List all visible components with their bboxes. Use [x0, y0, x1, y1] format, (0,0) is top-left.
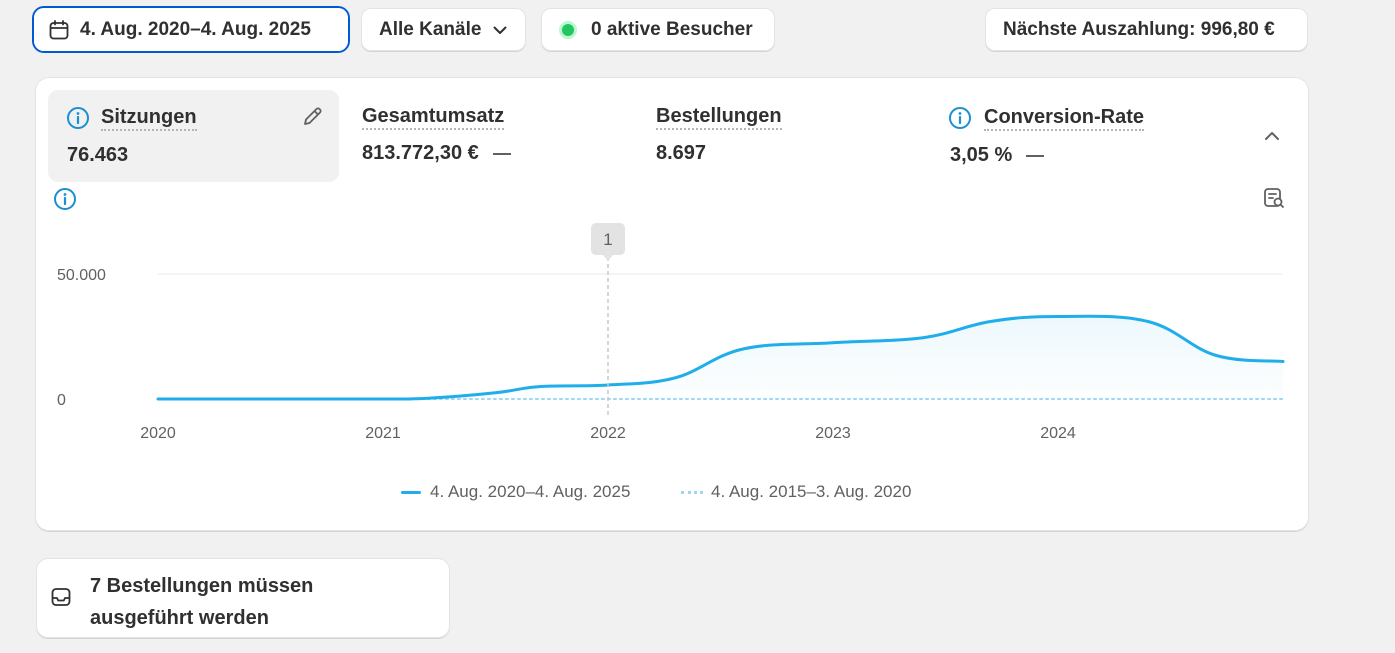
metric-sessions[interactable]: Sitzungen 76.463 — [48, 90, 339, 182]
channel-select-label: Alle Kanäle — [379, 18, 482, 40]
annotation-badge — [591, 223, 625, 255]
metric-conversion[interactable]: Conversion-Rate 3,05 % — [947, 90, 1207, 182]
calendar-icon — [49, 19, 69, 39]
y-tick-label: 0 — [57, 392, 66, 409]
unfulfilled-orders-text: 7 Bestellungen müssen ausgeführt werden — [90, 570, 390, 634]
legend-swatch-solid — [401, 490, 421, 494]
unfulfilled-orders-card[interactable]: 7 Bestellungen müssen ausgeführt werden — [36, 558, 450, 638]
live-visitors-label: 0 aktive Besucher — [591, 18, 753, 40]
annotation-pointer — [603, 255, 613, 261]
legend-swatch-dotted — [681, 490, 703, 494]
legend-label-current: 4. Aug. 2020–4. Aug. 2025 — [430, 482, 631, 501]
chevron-down-icon — [493, 26, 507, 34]
metric-sessions-value: 76.463 — [67, 144, 129, 166]
series-line-current — [156, 314, 1285, 401]
metric-conversion-label: Conversion-Rate — [984, 105, 1145, 131]
metric-sessions-label: Sitzungen — [101, 105, 197, 131]
x-tick-label: 2024 — [1040, 425, 1076, 442]
x-tick-label: 2023 — [815, 425, 851, 442]
info-icon[interactable] — [66, 106, 90, 130]
analytics-card: Sitzungen 76.463 Gesamtumsatz 813.772,30… — [35, 77, 1309, 531]
info-icon[interactable] — [948, 106, 972, 130]
next-payout-label: Nächste Auszahlung: 996,80 € — [1003, 18, 1275, 40]
legend-item-current[interactable]: 4. Aug. 2020–4. Aug. 2025 — [401, 482, 630, 502]
metric-orders-value: 8.697 — [656, 142, 707, 164]
metric-revenue-label: Gesamtumsatz — [362, 104, 505, 130]
x-tick-label: 2020 — [140, 425, 176, 442]
next-payout-button[interactable]: Nächste Auszahlung: 996,80 € — [985, 8, 1308, 51]
inbox-icon — [51, 588, 71, 606]
chevron-up-icon[interactable] — [1261, 125, 1283, 147]
legend-item-previous[interactable]: 4. Aug. 2015–3. Aug. 2020 — [681, 482, 911, 502]
report-search-icon[interactable] — [1262, 186, 1286, 210]
metric-conversion-value: 3,05 % — [950, 144, 1045, 167]
legend-label-previous: 4. Aug. 2015–3. Aug. 2020 — [711, 482, 912, 501]
unfulfilled-orders-line1: 7 Bestellungen müssen — [90, 575, 314, 597]
metric-revenue-number: 813.772,30 € — [362, 142, 479, 164]
live-visitors-button[interactable]: 0 aktive Besucher — [541, 8, 775, 51]
date-range-label: 4. Aug. 2020–4. Aug. 2025 — [80, 18, 311, 40]
metric-orders-label: Bestellungen — [656, 104, 782, 130]
date-range-button[interactable]: 4. Aug. 2020–4. Aug. 2025 — [34, 8, 348, 51]
metric-orders[interactable]: Bestellungen 8.697 — [656, 90, 906, 182]
sessions-chart: 50.000 0 2020 2021 2022 2023 2024 1 — [57, 223, 1285, 442]
annotation-label: 1 — [603, 230, 612, 249]
live-status-dot — [559, 20, 577, 39]
metric-conversion-number: 3,05 % — [950, 144, 1013, 166]
no-change-dash — [492, 152, 511, 155]
x-tick-label: 2022 — [590, 425, 626, 442]
metric-revenue[interactable]: Gesamtumsatz 813.772,30 € — [362, 90, 612, 182]
x-tick-label: 2021 — [365, 425, 401, 442]
chart-info-icon[interactable] — [53, 187, 77, 211]
pencil-icon[interactable] — [301, 104, 325, 128]
channel-select[interactable]: Alle Kanäle — [361, 8, 526, 51]
metric-revenue-value: 813.772,30 € — [362, 142, 511, 165]
no-change-dash — [1026, 154, 1045, 157]
unfulfilled-orders-line2: ausgeführt werden — [90, 607, 269, 629]
y-tick-label: 50.000 — [57, 267, 106, 284]
